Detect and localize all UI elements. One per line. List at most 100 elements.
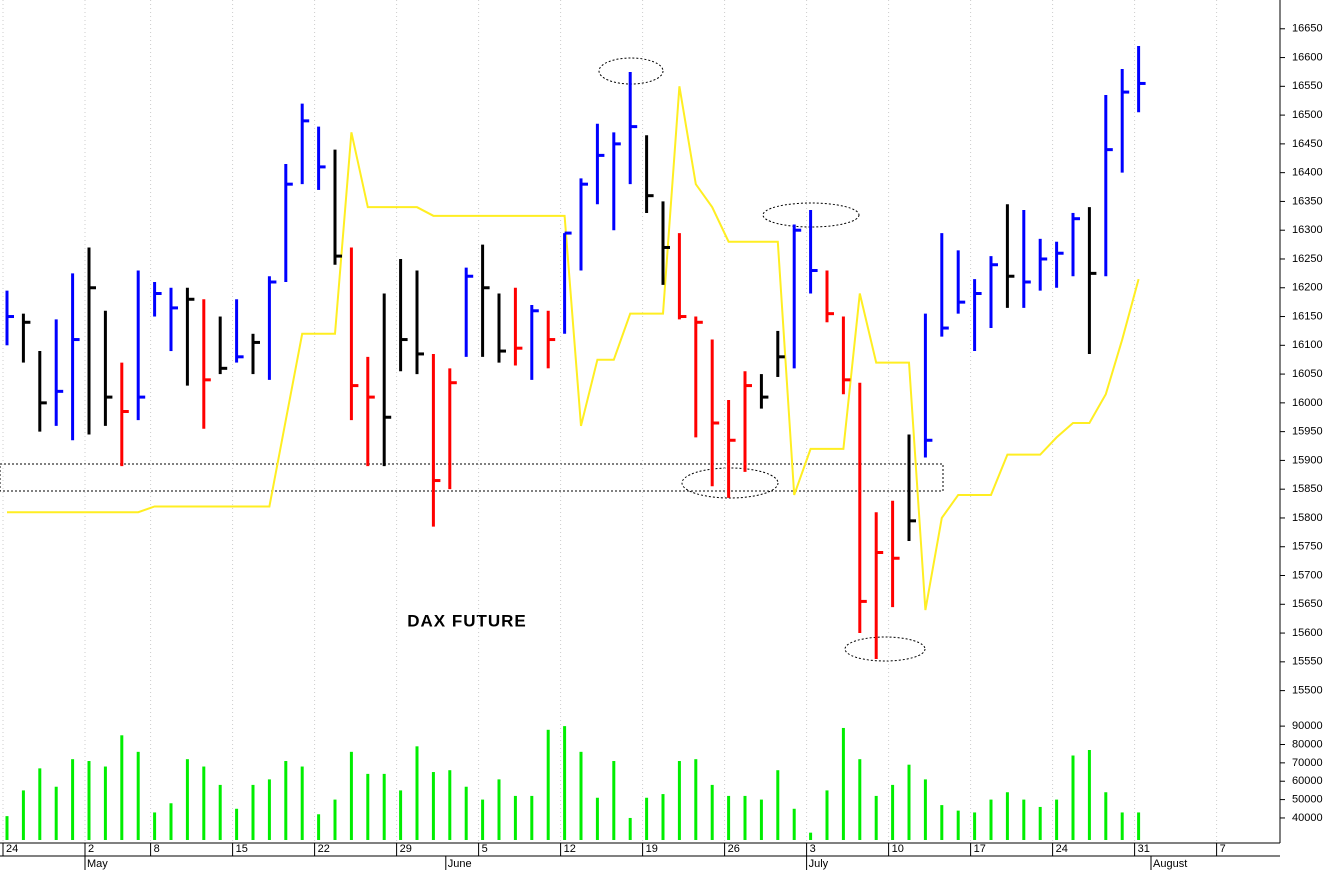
annotation: DAX FUTURE bbox=[407, 611, 527, 630]
x-tick-label: 22 bbox=[318, 843, 330, 855]
volume-bar bbox=[891, 784, 895, 840]
volume-bar bbox=[645, 797, 649, 840]
volume-bar bbox=[841, 727, 845, 840]
volume-bar bbox=[1104, 792, 1108, 840]
volume-bar bbox=[563, 726, 567, 840]
x-tick-label: 19 bbox=[646, 843, 658, 855]
volume-bar bbox=[185, 759, 189, 840]
x-tick-label: 7 bbox=[1220, 843, 1226, 855]
x-tick-label: 24 bbox=[6, 843, 18, 855]
volume-bar bbox=[317, 814, 321, 840]
volume-bar bbox=[776, 770, 780, 840]
y-tick-label: 16350 bbox=[1292, 195, 1323, 207]
volume-bar bbox=[153, 812, 157, 840]
x-tick-label: 31 bbox=[1138, 843, 1150, 855]
volume-bar bbox=[120, 735, 124, 840]
volume-bar bbox=[858, 759, 862, 840]
y-tick-label: 50000 bbox=[1292, 793, 1323, 805]
x-tick-label: 29 bbox=[400, 843, 412, 855]
y-tick-label: 16300 bbox=[1292, 224, 1323, 236]
volume-bar bbox=[579, 751, 583, 840]
month-label: May bbox=[87, 858, 108, 870]
volume-bar bbox=[1071, 755, 1075, 840]
y-tick-label: 15550 bbox=[1292, 656, 1323, 668]
y-tick-label: 16450 bbox=[1292, 138, 1323, 150]
y-tick-label: 16050 bbox=[1292, 368, 1323, 380]
volume-bar bbox=[973, 812, 977, 840]
month-label: June bbox=[448, 858, 472, 870]
volume-bar bbox=[923, 779, 927, 840]
volume-bar bbox=[21, 790, 25, 840]
y-tick-label: 15500 bbox=[1292, 685, 1323, 697]
y-tick-label: 40000 bbox=[1292, 812, 1323, 824]
volume-bar bbox=[349, 751, 353, 840]
volume-bar bbox=[1022, 799, 1026, 840]
volume-bar bbox=[382, 773, 386, 840]
volume-bar bbox=[415, 746, 419, 840]
volume-bar bbox=[940, 805, 944, 840]
volume-bar bbox=[497, 779, 501, 840]
volume-bar bbox=[874, 795, 878, 840]
volume-bar bbox=[1137, 812, 1141, 840]
volume-bar bbox=[710, 784, 714, 840]
x-tick-label: 24 bbox=[1056, 843, 1068, 855]
y-tick-label: 16250 bbox=[1292, 253, 1323, 265]
month-label: August bbox=[1153, 858, 1187, 870]
volume-bar bbox=[546, 729, 550, 840]
y-tick-label: 16150 bbox=[1292, 310, 1323, 322]
x-tick-label: 10 bbox=[892, 843, 904, 855]
volume-bar bbox=[251, 784, 255, 840]
x-tick-label: 26 bbox=[728, 843, 740, 855]
highlight-ellipse bbox=[762, 202, 860, 228]
y-tick-label: 16000 bbox=[1292, 397, 1323, 409]
y-tick-label: 15600 bbox=[1292, 627, 1323, 639]
y-tick-label: 16500 bbox=[1292, 109, 1323, 121]
volume-bar bbox=[1038, 806, 1042, 840]
y-tick-label: 16100 bbox=[1292, 339, 1323, 351]
volume-bar bbox=[1087, 750, 1091, 840]
volume-bar bbox=[235, 808, 239, 840]
y-tick-label: 70000 bbox=[1292, 757, 1323, 769]
support-zone bbox=[0, 463, 944, 492]
y-tick-label: 16550 bbox=[1292, 80, 1323, 92]
y-tick-label: 15700 bbox=[1292, 569, 1323, 581]
y-tick-label: 15750 bbox=[1292, 541, 1323, 553]
y-tick-label: 15900 bbox=[1292, 454, 1323, 466]
volume-bar bbox=[513, 795, 517, 840]
x-tick-label: 17 bbox=[974, 843, 986, 855]
volume-bar bbox=[202, 766, 206, 840]
volume-bar bbox=[825, 790, 829, 840]
x-tick-label: 5 bbox=[482, 843, 488, 855]
volume-bar bbox=[448, 770, 452, 840]
y-tick-label: 15850 bbox=[1292, 483, 1323, 495]
volume-bar bbox=[759, 799, 763, 840]
volume-bar bbox=[727, 795, 731, 840]
volume-bar bbox=[956, 810, 960, 840]
y-tick-label: 15800 bbox=[1292, 512, 1323, 524]
y-tick-label: 60000 bbox=[1292, 775, 1323, 787]
volume-bar bbox=[661, 794, 665, 840]
highlight-ellipse bbox=[844, 636, 926, 662]
highlight-ellipse bbox=[681, 467, 779, 499]
volume-bar bbox=[218, 784, 222, 840]
month-label: July bbox=[809, 858, 829, 870]
y-tick-label: 80000 bbox=[1292, 738, 1323, 750]
volume-bar bbox=[989, 799, 993, 840]
x-tick-label: 8 bbox=[154, 843, 160, 855]
y-tick-label: 16600 bbox=[1292, 51, 1323, 63]
volume-bar bbox=[595, 797, 599, 840]
volume-bar bbox=[169, 803, 173, 840]
volume-bar bbox=[694, 759, 698, 840]
y-tick-label: 15650 bbox=[1292, 598, 1323, 610]
volume-bar bbox=[333, 799, 337, 840]
x-tick-label: 2 bbox=[88, 843, 94, 855]
y-tick-label: 16400 bbox=[1292, 167, 1323, 179]
volume-bar bbox=[71, 759, 75, 840]
volume-bar bbox=[366, 773, 370, 840]
volume-bar bbox=[267, 779, 271, 840]
volume-bar bbox=[399, 790, 403, 840]
volume-bar bbox=[5, 816, 9, 840]
volume-bar bbox=[464, 786, 468, 840]
volume-bar bbox=[743, 795, 747, 840]
